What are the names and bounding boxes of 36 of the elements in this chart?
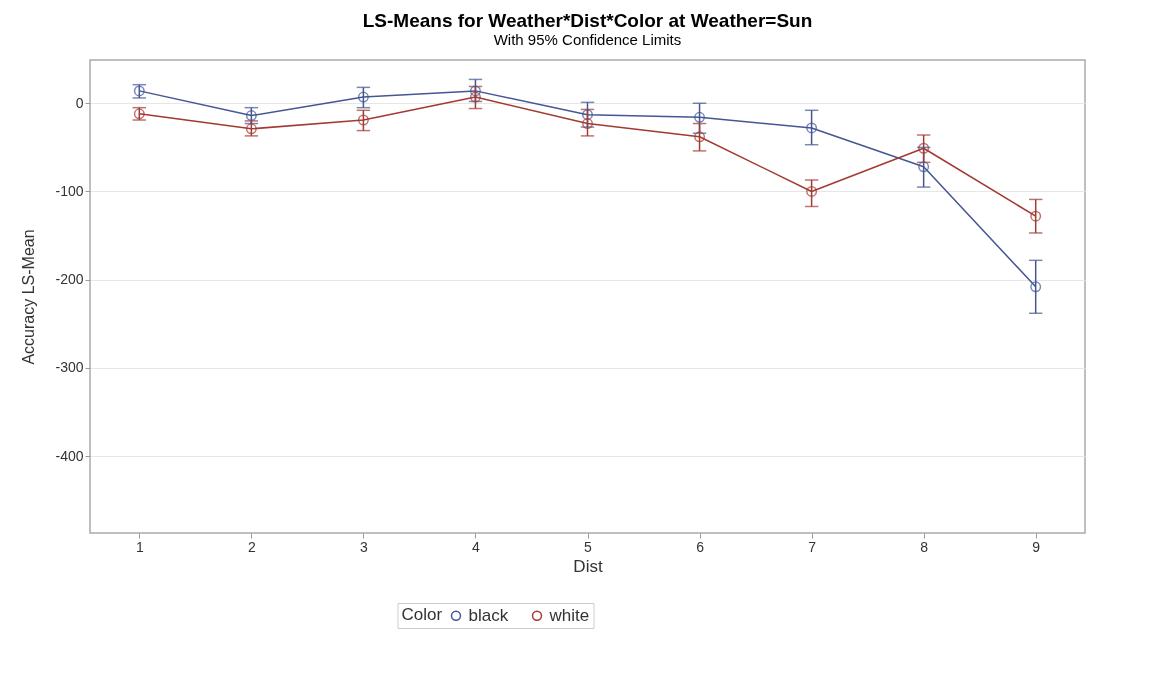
- point: [469, 85, 481, 97]
- x-tick-label: 2: [247, 538, 256, 555]
- y-tick-label: -400: [55, 447, 84, 464]
- y-tick-label: -100: [55, 182, 84, 199]
- point: [694, 131, 706, 143]
- point: [357, 91, 369, 103]
- point: [1030, 281, 1042, 293]
- point: [806, 122, 818, 134]
- x-axis-title: Dist: [573, 556, 603, 576]
- x-tick-label: 6: [696, 538, 705, 555]
- y-tick-label: 0: [75, 94, 84, 111]
- x-tick-label: 8: [920, 538, 929, 555]
- legend-title: Color: [401, 605, 443, 624]
- x-tick-label: 3: [360, 538, 368, 555]
- x-tick-label: 7: [808, 538, 817, 555]
- point: [694, 111, 706, 123]
- x-tick-label: 5: [584, 538, 593, 555]
- y-tick-label: -300: [55, 359, 84, 376]
- chart-subtitle: With 95% Confidence Limits: [493, 31, 682, 48]
- point: [469, 91, 481, 103]
- x-tick-label: 4: [472, 538, 481, 555]
- y-tick-label: -200: [55, 271, 84, 288]
- x-tick-label: 9: [1032, 538, 1041, 555]
- point: [245, 110, 257, 122]
- point: [918, 142, 930, 154]
- legend-label: white: [548, 605, 590, 625]
- point: [582, 118, 593, 130]
- x-tick-label: 1: [135, 538, 144, 555]
- point: [1030, 210, 1042, 222]
- y-axis-title: Accuracy LS-Mean: [20, 229, 38, 365]
- point: [582, 109, 593, 121]
- point: [918, 161, 930, 173]
- point: [806, 186, 818, 197]
- chart-title: LS-Means for Weather*Dist*Color at Weather=Sun: [362, 10, 813, 31]
- point: [357, 114, 369, 126]
- legend-label: black: [468, 605, 509, 625]
